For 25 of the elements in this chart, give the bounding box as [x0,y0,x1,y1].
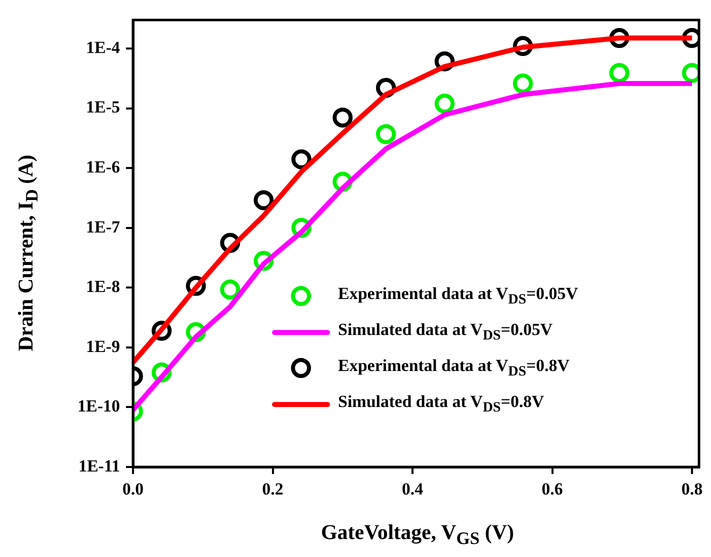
y-tick-label: 1E-8 [86,277,120,296]
x-tick-label: 0.6 [542,480,563,499]
y-tick-label: 1E-6 [86,157,120,176]
point [332,108,353,128]
point [220,280,240,300]
legend-label: Experimental data at V$_{DS}$=0.05V [338,284,578,308]
x-tick-label: 0.0 [122,480,144,499]
legend-label: Simulated data at V$_{DS}$=0.05V [338,320,553,344]
x-tick-label: 0.8 [681,480,703,499]
y-tick-label: 1E-4 [86,38,120,57]
x-axis-title: GateVoltage, V$_{GS}$ (V) [320,520,516,550]
y-tick-label: 1E-7 [86,217,120,236]
y-tick-label: 1E-5 [86,98,120,117]
point [512,74,533,94]
point [609,62,630,83]
x-tick-label: 0.2 [262,480,284,499]
y-tick-label: 1E-11 [78,456,120,476]
x-tick-label: 0.4 [402,480,424,499]
legend-label: Experimental data at V$_{DS}$=0.8V [338,356,570,380]
y-tick-label: 1E-9 [86,336,120,356]
point [376,124,396,144]
point [254,190,274,210]
y-tick-label: 1E-10 [78,396,120,416]
legend-label: Simulated data at V$_{DS}$=0.8V [338,392,544,416]
point [434,94,455,114]
